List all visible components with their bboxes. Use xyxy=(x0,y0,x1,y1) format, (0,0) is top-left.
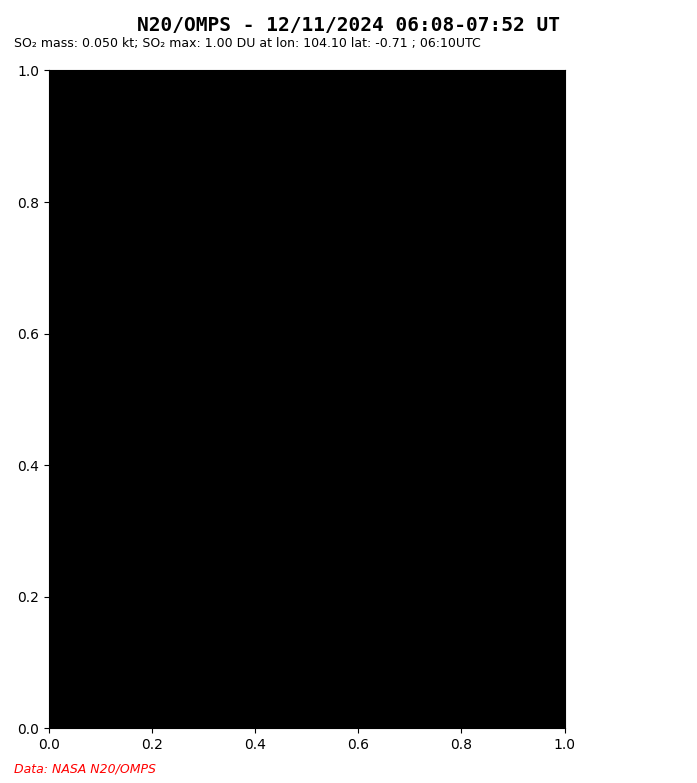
Text: N20/OMPS - 12/11/2024 06:08-07:52 UT: N20/OMPS - 12/11/2024 06:08-07:52 UT xyxy=(137,16,560,34)
Text: Cartopy required for map: Cartopy required for map xyxy=(218,392,395,406)
Text: SO₂ mass: 0.050 kt; SO₂ max: 1.00 DU at lon: 104.10 lat: -0.71 ; 06:10UTC: SO₂ mass: 0.050 kt; SO₂ max: 1.00 DU at … xyxy=(14,37,481,50)
Text: Data: NASA N20/OMPS: Data: NASA N20/OMPS xyxy=(14,762,156,775)
